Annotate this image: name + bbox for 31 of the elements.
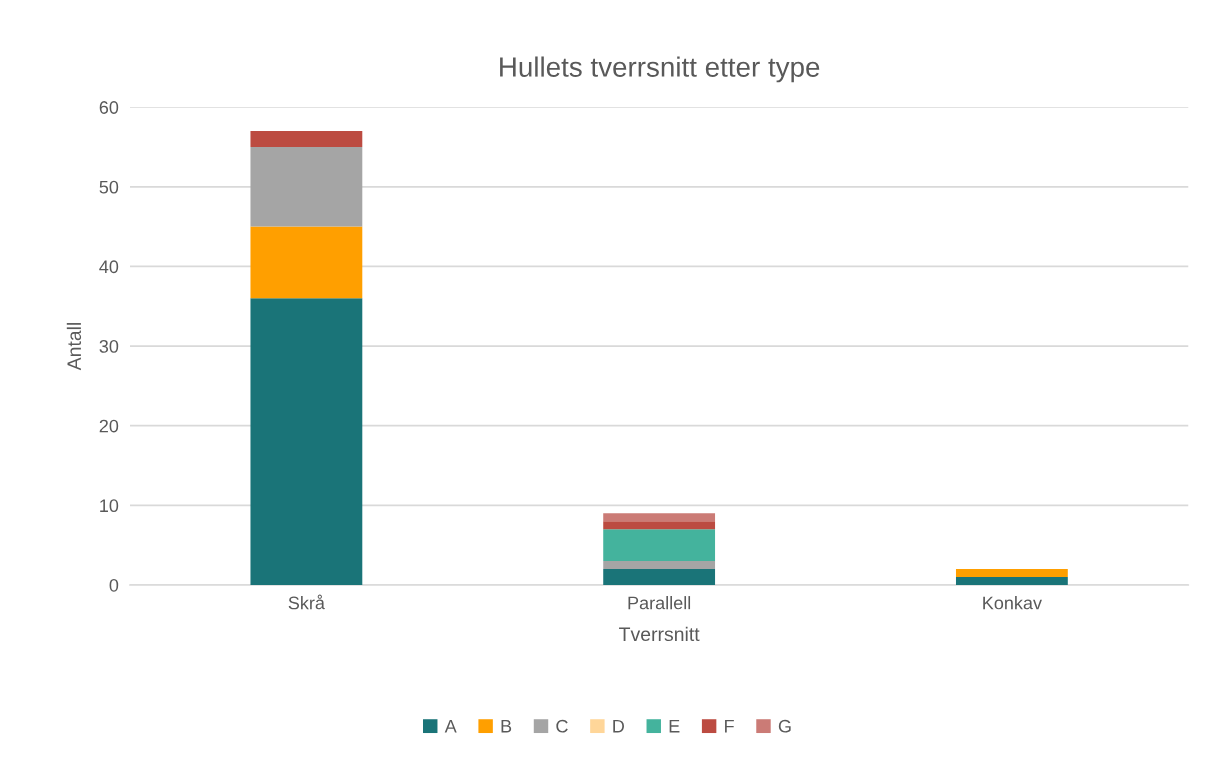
y-tick-label: 40 (99, 260, 119, 274)
bar (250, 131, 363, 147)
x-axis-title: Tverrsnitt (619, 626, 700, 642)
bar (250, 226, 363, 299)
bar (603, 561, 716, 570)
x-tick-label: Parallell (628, 596, 691, 610)
bar (603, 569, 716, 585)
y-axis-title: Antall (66, 323, 82, 371)
x-tick-label: Skrå (288, 594, 325, 610)
legend-label: C (556, 719, 568, 733)
legend-label: B (501, 719, 512, 733)
bar (603, 513, 716, 522)
y-tick-label: 20 (99, 419, 119, 433)
y-tick-label: 30 (99, 340, 119, 353)
bar (250, 298, 363, 585)
y-tick-label: 10 (100, 499, 119, 513)
legend-label: D (613, 719, 624, 733)
chart-title: Hullets tverrsnitt etter type (500, 56, 820, 83)
x-tick-label: Konkav (983, 596, 1042, 610)
y-tick-label: 0 (109, 578, 119, 592)
legend-label: F (725, 719, 734, 733)
bar (955, 577, 1068, 585)
bar (250, 146, 363, 227)
y-tick-label: 50 (99, 180, 119, 194)
y-tick-label: 60 (99, 101, 119, 114)
bar (955, 569, 1068, 578)
legend-label: G (778, 719, 791, 733)
bar (603, 529, 716, 562)
bar (603, 521, 716, 530)
legend-label: E (669, 719, 680, 733)
legend-label: A (444, 719, 457, 733)
